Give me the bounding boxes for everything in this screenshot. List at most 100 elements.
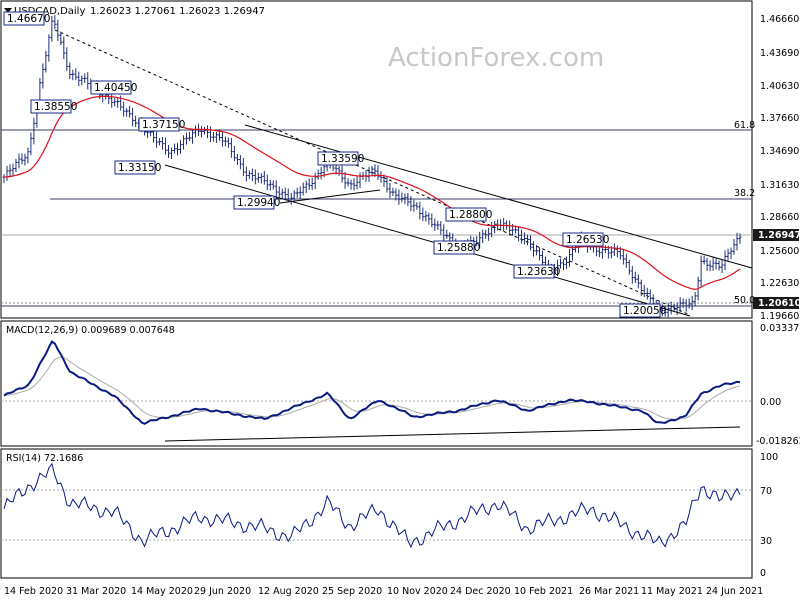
- price-bar: [355, 176, 359, 190]
- price-bar: [316, 169, 320, 180]
- price-bar: [370, 165, 374, 177]
- x-tick-label: 14 May 2020: [131, 586, 193, 597]
- price-bar: [493, 220, 497, 234]
- price-bar: [343, 172, 347, 189]
- price-bar: [11, 163, 15, 176]
- price-bar: [621, 249, 625, 265]
- price-bar: [639, 279, 643, 297]
- price-bar: [212, 132, 215, 142]
- fib-level-61.8-label: 61.8: [734, 120, 755, 131]
- price-bar: [406, 192, 410, 207]
- price-bar: [74, 68, 78, 81]
- x-tick-label: 29 Jun 2020: [194, 586, 251, 597]
- price-bar: [693, 292, 697, 307]
- x-tick-label: 26 Mar 2021: [579, 586, 639, 597]
- x-tick-label: 24 Dec 2020: [450, 586, 511, 597]
- price-bar: [310, 177, 314, 191]
- annotation-label: 1.38550: [34, 101, 77, 113]
- price-bar: [568, 248, 571, 268]
- annotation-box: [30, 99, 72, 114]
- price-bar: [436, 220, 440, 230]
- price-bar: [672, 304, 676, 313]
- rsi-title: RSI(14) 72.1686: [6, 453, 83, 464]
- price-bar: [244, 166, 248, 182]
- macd-signal-line: [3, 356, 741, 420]
- price-bar: [615, 245, 619, 258]
- price-bar: [603, 245, 607, 254]
- price-bar: [642, 285, 646, 298]
- price-bar: [633, 271, 637, 284]
- price-bar: [274, 180, 278, 199]
- price-bar: [113, 98, 117, 107]
- macd-trendline: [164, 426, 741, 442]
- price-bar: [50, 15, 54, 42]
- y-tick-label: 1.22630: [760, 278, 799, 289]
- price-bar: [627, 259, 631, 275]
- channel-lower-line: [164, 164, 691, 317]
- price-bar: [523, 232, 526, 245]
- price-bar: [262, 170, 266, 185]
- price-bar: [307, 178, 311, 191]
- rsi-tick-label: 0: [760, 568, 766, 579]
- price-bar: [17, 153, 21, 169]
- price-bar: [478, 231, 482, 249]
- x-tick-label: 31 Mar 2020: [66, 586, 126, 597]
- annotation-label: 1.23630: [517, 266, 560, 278]
- price-bar: [636, 274, 640, 289]
- price-bar: [439, 221, 443, 235]
- price-bar: [110, 92, 114, 108]
- price-bar: [565, 256, 568, 270]
- price-bar: [200, 125, 203, 138]
- price-bar: [71, 69, 75, 81]
- price-bar: [304, 180, 308, 194]
- dropdown-triangle-icon[interactable]: [4, 8, 12, 13]
- price-bar: [229, 137, 233, 158]
- price-bar: [337, 166, 341, 176]
- price-bar: [182, 135, 185, 150]
- annotation-box: [138, 117, 180, 132]
- price-bar: [394, 188, 398, 201]
- annotation-label: 1.46670: [7, 13, 50, 25]
- price-bar: [14, 158, 18, 172]
- price-bar: [556, 259, 559, 276]
- price-bar: [65, 47, 69, 72]
- price-bar: [517, 226, 521, 242]
- price-bar: [412, 199, 416, 212]
- x-tick-label: 10 Nov 2020: [387, 586, 448, 597]
- price-bar: [289, 192, 293, 205]
- annotation-label: 1.37150: [142, 119, 185, 131]
- price-bar: [738, 233, 742, 244]
- rsi-tick-label: 30: [760, 536, 772, 547]
- price-bar: [403, 193, 407, 205]
- price-bar: [250, 168, 254, 181]
- price-bar: [666, 302, 670, 318]
- annotation-box: [317, 151, 359, 166]
- price-bar: [319, 166, 323, 180]
- price-bar: [259, 173, 263, 184]
- macd-tick-label: 0.00: [760, 397, 781, 408]
- price-bar: [206, 125, 209, 139]
- annotation-label: 1.25880: [437, 242, 480, 254]
- price-bar: [352, 178, 356, 191]
- price-bar: [32, 117, 36, 145]
- price-bar: [238, 155, 242, 170]
- price-bar: [131, 107, 135, 127]
- price-bar: [669, 301, 673, 315]
- price-bar: [8, 164, 12, 177]
- price-bar: [223, 136, 227, 147]
- price-bar: [86, 72, 90, 90]
- price-bar: [221, 131, 224, 147]
- rsi-axis: 100 70 30 0: [760, 452, 778, 579]
- time-axis: 14 Feb 2020 31 Mar 2020 14 May 2020 29 J…: [4, 586, 763, 597]
- price-bar: [388, 182, 392, 199]
- y-tick-label: 1.46660: [760, 14, 799, 25]
- price-bar: [729, 247, 733, 260]
- y-tick-label: 1.19660: [760, 311, 799, 322]
- moving-average-line: [3, 95, 741, 291]
- price-bar: [226, 137, 230, 148]
- annotation-box: [3, 11, 45, 26]
- price-bar: [705, 257, 709, 271]
- price-bar: [630, 265, 634, 284]
- wedge-line: [279, 189, 381, 204]
- price-bar: [421, 207, 425, 222]
